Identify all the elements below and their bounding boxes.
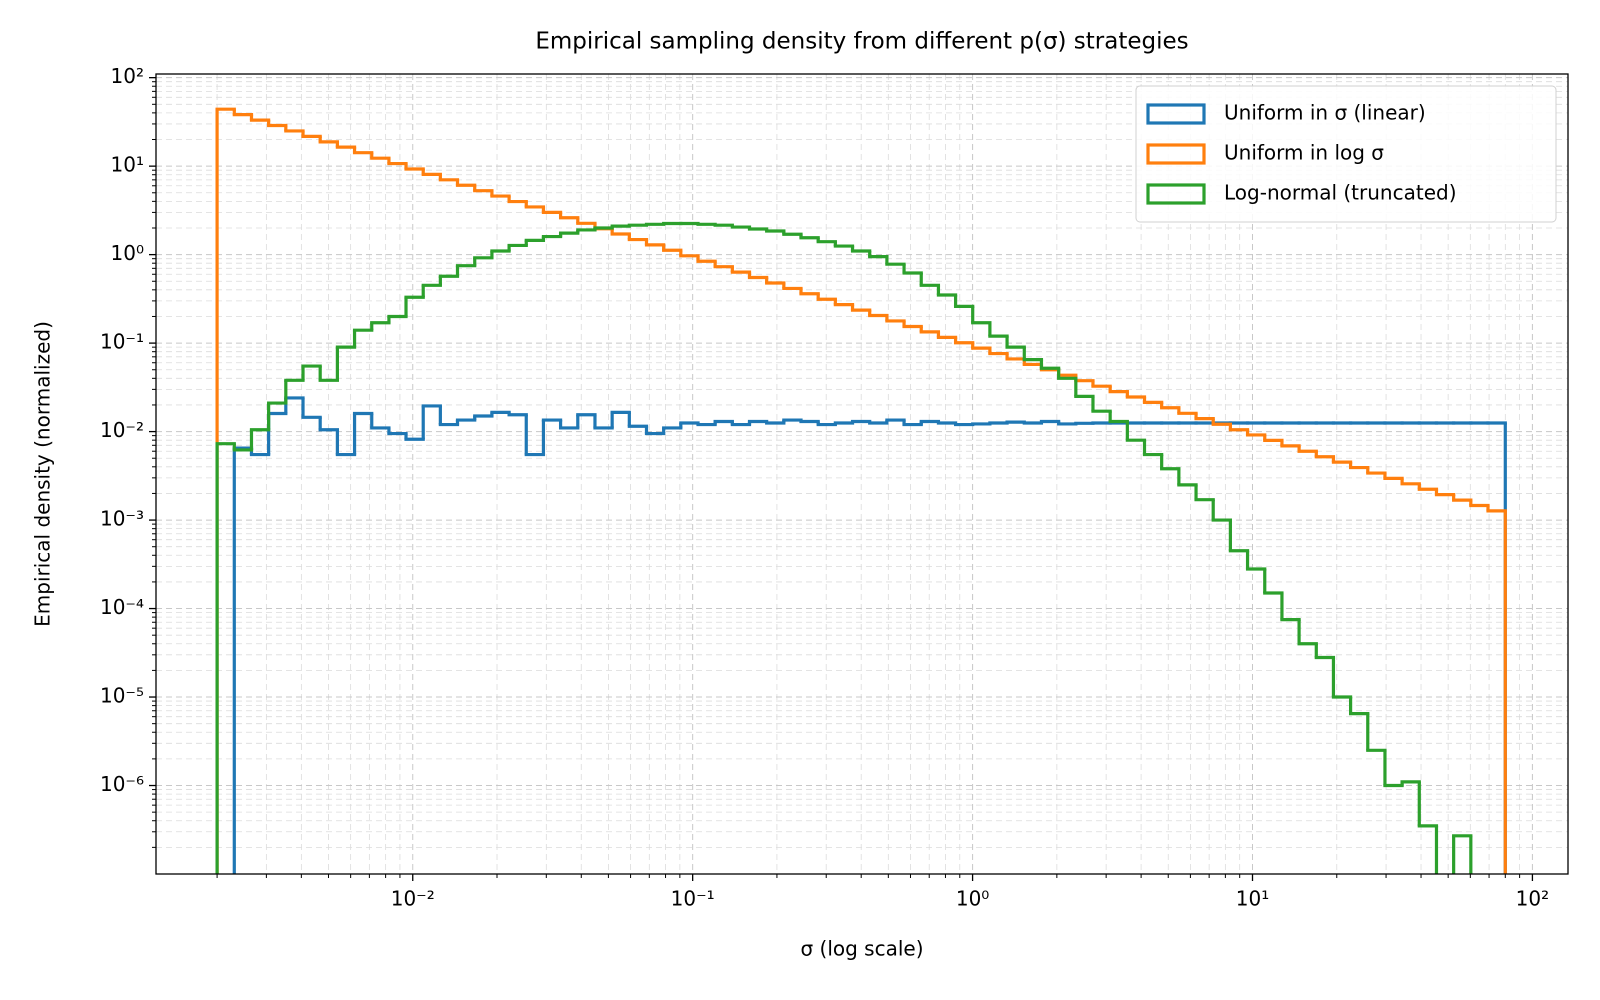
y-tick-label: 10² (111, 64, 144, 88)
ticks: 10⁻² 10⁻¹ 10⁰ 10¹ 10² 10⁻⁶ 10⁻⁵ 10⁻⁴ 10⁻³ 10⁻² 10⁻… (100, 64, 1549, 910)
y-tick-label: 10⁻⁵ (100, 684, 144, 708)
legend-swatch (1146, 183, 1206, 205)
y-tick-label: 10¹ (111, 153, 144, 177)
x-tick-label: 10⁻¹ (671, 887, 715, 911)
grid (156, 74, 1568, 874)
axes-frame (155, 73, 1569, 875)
legend-label: Log-normal (truncated) (1224, 181, 1457, 205)
x-tick-label: 10¹ (1236, 887, 1269, 911)
legend-swatch (1146, 143, 1206, 165)
y-tick-label: 10⁻³ (100, 507, 144, 531)
y-tick-label: 10⁻⁴ (100, 595, 144, 619)
y-tick-label: 10⁻¹ (100, 330, 144, 354)
chart-title: Empirical sampling density from differen… (535, 29, 1188, 55)
legend: Uniform in σ (linear) Uniform in log σ Log… (1135, 85, 1557, 223)
y-axis-label: Empirical density (normalized) (31, 321, 55, 627)
y-tick-label: 10⁻⁶ (100, 772, 144, 796)
y-tick-label: 10⁰ (111, 241, 144, 265)
legend-swatch (1146, 103, 1206, 125)
plot-area (215, 107, 1507, 874)
y-tick-label: 10⁻² (100, 418, 144, 442)
x-tick-label: 10² (1516, 887, 1549, 911)
x-axis-label: σ (log scale) (800, 937, 923, 961)
legend-label: Uniform in σ (linear) (1224, 101, 1426, 125)
x-tick-label: 10⁰ (956, 887, 989, 911)
legend-frame (1135, 85, 1557, 223)
series (215, 221, 1473, 874)
x-tick-label: 10⁻² (391, 887, 435, 911)
legend-label: Uniform in log σ (1224, 141, 1384, 165)
